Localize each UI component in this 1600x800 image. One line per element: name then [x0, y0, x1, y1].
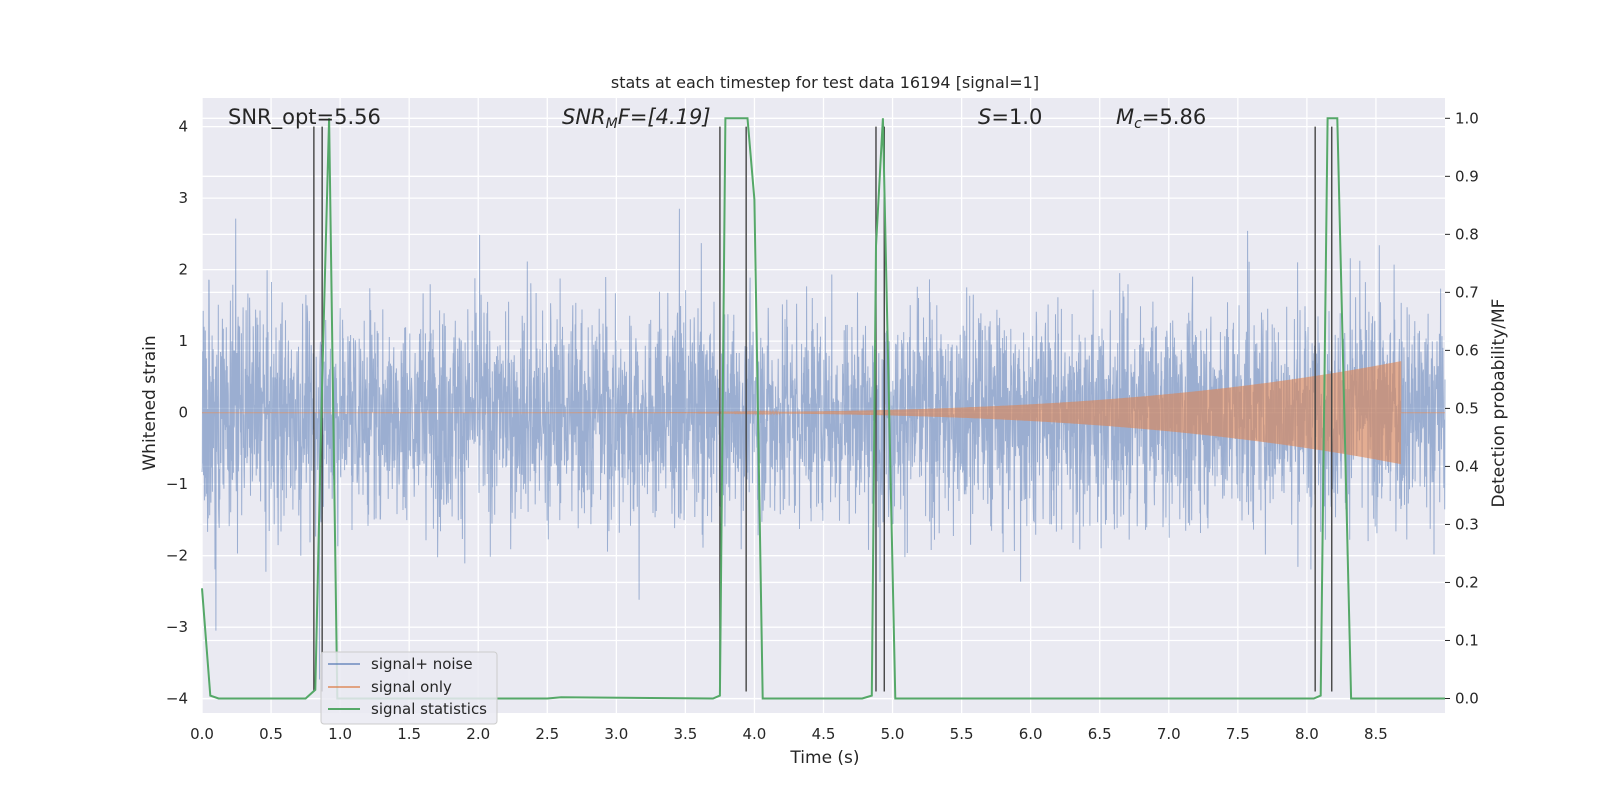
y2-tick-label: 0.0	[1455, 689, 1479, 707]
signal-noise-series	[201, 208, 1446, 680]
y2-tick-label: 0.9	[1455, 167, 1479, 185]
legend-label-signal: signal only	[371, 678, 452, 696]
legend: signal+ noise signal only signal statist…	[320, 651, 498, 725]
y-tick-label: −3	[166, 618, 188, 636]
y2-tick-label: 0.6	[1455, 341, 1479, 359]
snr-mf-main: SNR	[562, 105, 606, 129]
y2-tick-label: 0.8	[1455, 225, 1479, 243]
x-tick-label: 4.5	[812, 725, 836, 743]
y-tick-label: 3	[178, 189, 188, 207]
x-tick-label: 0.5	[259, 725, 283, 743]
legend-box	[320, 651, 498, 725]
x-tick-label: 2.0	[466, 725, 490, 743]
x-tick-label: 3.5	[673, 725, 697, 743]
mc-rest: =5.86	[1142, 105, 1206, 129]
stats-line	[201, 117, 1445, 700]
snr-mf-sub: M	[606, 116, 618, 132]
signal-statistics-series	[201, 117, 1445, 700]
mc-annotation: Mc=5.86	[1116, 105, 1206, 132]
chart-title: stats at each timestep for test data 161…	[611, 73, 1039, 92]
y2-tick-label: 0.5	[1455, 399, 1479, 417]
x-axis-label: Time (s)	[789, 748, 859, 768]
y-tick-label: −1	[166, 475, 188, 493]
y2-tick-label: 0.4	[1455, 457, 1479, 475]
snr-opt-annotation: SNR_opt=5.56	[228, 105, 381, 130]
x-tick-label: 8.5	[1364, 725, 1388, 743]
y2-tick-label: 0.2	[1455, 573, 1479, 591]
x-tick-label: 8.0	[1295, 725, 1319, 743]
y-axis-ticks: −4 −3 −2 −1 0 1 2 3 4	[166, 118, 188, 708]
x-tick-label: 0.0	[190, 725, 214, 743]
signal-only-series	[202, 361, 1445, 465]
snr-mf-rest: F=[4.19]	[618, 105, 711, 129]
x-tick-label: 3.0	[604, 725, 628, 743]
s-rest: =1.0	[991, 105, 1042, 129]
y2-tick-label: 1.0	[1455, 109, 1479, 127]
y-tick-label: 1	[178, 332, 188, 350]
x-tick-label: 6.0	[1019, 725, 1043, 743]
noise-line	[201, 208, 1446, 680]
signal-only-line	[202, 361, 1445, 465]
x-tick-label: 1.0	[328, 725, 352, 743]
legend-label-stats: signal statistics	[371, 700, 487, 718]
snr-mf-annotation: SNRMF=[4.19]	[562, 105, 711, 132]
x-tick-label: 1.5	[397, 725, 421, 743]
x-tick-label: 5.5	[950, 725, 974, 743]
x-tick-label: 2.5	[535, 725, 559, 743]
y-tick-label: 4	[178, 118, 188, 136]
s-annotation: S=1.0	[978, 105, 1042, 129]
y2-tick-label: 0.1	[1455, 631, 1479, 649]
y2-tick-label: 0.7	[1455, 283, 1479, 301]
y-tick-label: 2	[178, 261, 188, 279]
x-tick-label: 4.0	[743, 725, 767, 743]
y2-axis-ticks: 0.0 0.1 0.2 0.3 0.4 0.5 0.6 0.7 0.8 0.9 1.0	[1445, 109, 1479, 707]
mc-sub: c	[1134, 116, 1142, 132]
x-tick-label: 6.5	[1088, 725, 1112, 743]
x-axis-ticks: 0.0 0.5 1.0 1.5 2.0 2.5 3.0 3.5 4.0 4.5 5.0 5.5 6.0 6…	[190, 725, 1388, 743]
y-axis-label: Whitened strain	[140, 335, 160, 470]
y-tick-label: −4	[166, 690, 188, 708]
s-main: S	[978, 105, 991, 129]
x-tick-label: 7.0	[1157, 725, 1181, 743]
x-tick-label: 7.5	[1226, 725, 1250, 743]
mc-main: M	[1116, 105, 1134, 129]
y-tick-label: −2	[166, 547, 188, 565]
x-tick-label: 5.0	[881, 725, 905, 743]
y-tick-label: 0	[178, 404, 188, 422]
y2-tick-label: 0.3	[1455, 515, 1479, 533]
legend-label-noise: signal+ noise	[371, 655, 473, 673]
y2-axis-label: Detection probability/MF	[1489, 299, 1509, 508]
